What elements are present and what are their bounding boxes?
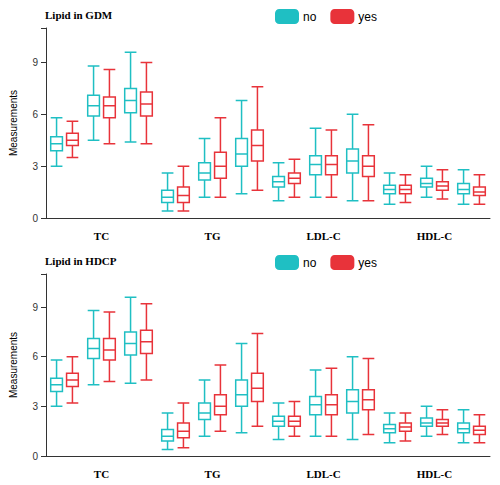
svg-text:Measurements: Measurements xyxy=(8,90,19,156)
svg-text:3: 3 xyxy=(32,161,38,172)
svg-text:no: no xyxy=(303,256,317,270)
svg-text:9: 9 xyxy=(32,302,38,313)
svg-text:6: 6 xyxy=(32,351,38,362)
svg-text:LDL-C: LDL-C xyxy=(306,230,340,242)
svg-text:LDL-C: LDL-C xyxy=(306,468,340,480)
svg-text:0: 0 xyxy=(32,451,38,462)
svg-text:3: 3 xyxy=(32,401,38,412)
svg-text:6: 6 xyxy=(32,109,38,120)
svg-text:TG: TG xyxy=(205,468,221,480)
svg-text:TG: TG xyxy=(205,230,221,242)
svg-text:HDL-C: HDL-C xyxy=(417,230,453,242)
svg-text:TC: TC xyxy=(94,230,109,242)
svg-text:0: 0 xyxy=(32,213,38,224)
svg-text:Lipid in GDM: Lipid in GDM xyxy=(45,9,113,21)
svg-text:9: 9 xyxy=(32,57,38,68)
svg-text:HDL-C: HDL-C xyxy=(417,468,453,480)
svg-text:yes: yes xyxy=(358,256,377,270)
svg-text:yes: yes xyxy=(358,10,377,24)
svg-text:no: no xyxy=(303,10,317,24)
svg-text:Lipid in HDCP: Lipid in HDCP xyxy=(45,255,117,267)
svg-text:TC: TC xyxy=(94,468,109,480)
svg-text:Measurements: Measurements xyxy=(8,332,19,398)
